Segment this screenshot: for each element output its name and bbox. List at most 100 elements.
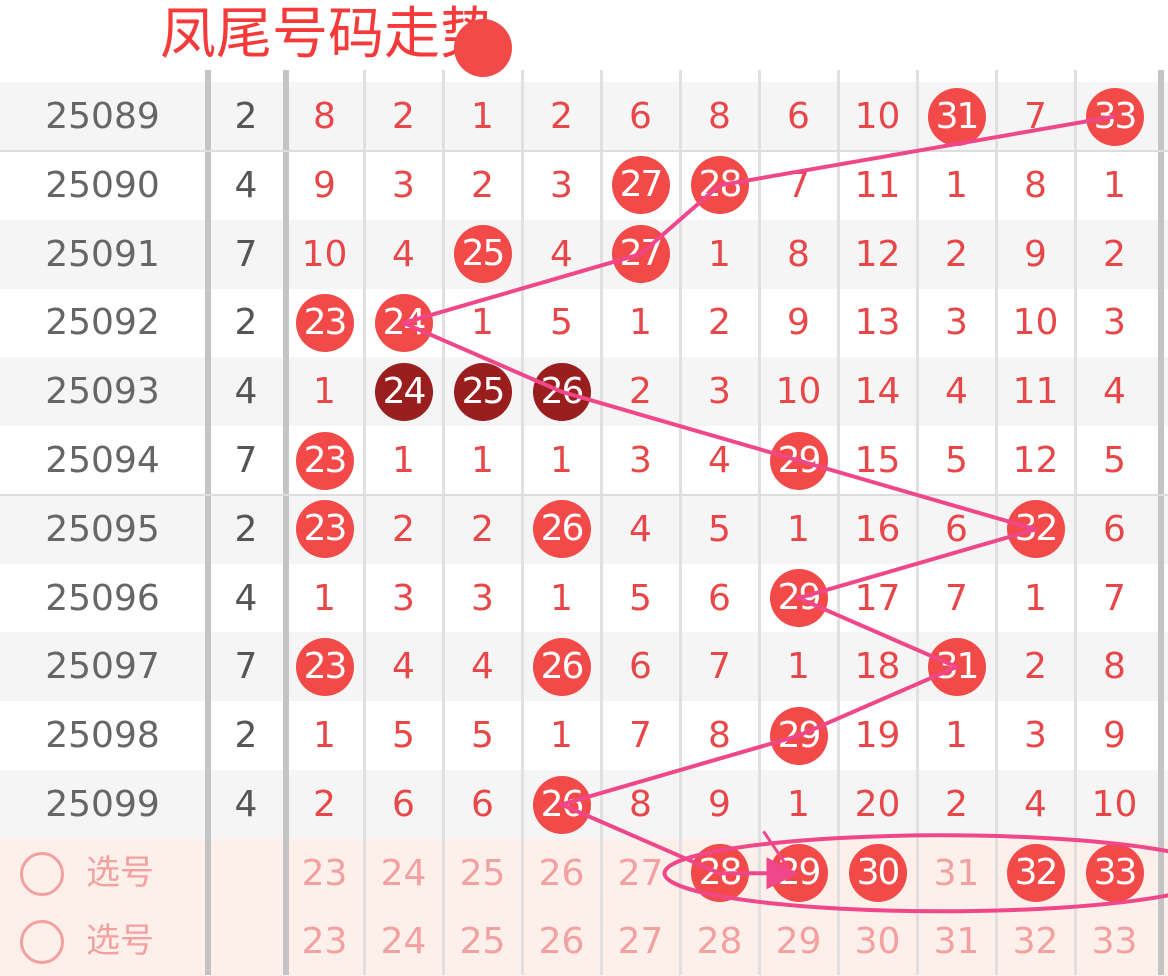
number-ball: 25: [454, 225, 512, 283]
column-divider: [1158, 70, 1164, 975]
table-cell: 29: [759, 564, 838, 633]
table-cell: 8: [285, 82, 364, 151]
column-divider: [916, 70, 919, 975]
table-cell: 6: [1075, 495, 1154, 564]
select-number[interactable]: 27: [601, 839, 680, 908]
select-number[interactable]: 29: [759, 839, 838, 908]
table-cell: 10: [759, 357, 838, 426]
selected-ball[interactable]: 29: [770, 844, 828, 902]
select-number[interactable]: 25: [443, 907, 522, 976]
table-cell: 32: [996, 495, 1075, 564]
table-cell: 1: [364, 426, 443, 495]
column-divider: [521, 70, 524, 975]
number-ball: 33: [1086, 88, 1144, 146]
select-number[interactable]: 29: [759, 907, 838, 976]
select-number[interactable]: 28: [680, 839, 759, 908]
table-cell: 31: [917, 82, 996, 151]
table-cell: 2: [601, 357, 680, 426]
select-number[interactable]: 28: [680, 907, 759, 976]
radio-button[interactable]: [20, 920, 64, 964]
table-cell: 17: [838, 564, 917, 633]
radio-button[interactable]: [20, 852, 64, 896]
column-divider: [837, 70, 840, 975]
select-number[interactable]: 32: [996, 839, 1075, 908]
select-number[interactable]: 23: [285, 839, 364, 908]
table-cell: 5: [917, 426, 996, 495]
table-cell: 1: [759, 632, 838, 701]
table-cell: 8: [996, 151, 1075, 220]
select-label[interactable]: 选号: [0, 839, 285, 908]
table-cell: 1: [759, 770, 838, 839]
select-number[interactable]: 31: [917, 907, 996, 976]
table-cell: 26: [522, 632, 601, 701]
select-number[interactable]: 23: [285, 907, 364, 976]
select-number[interactable]: 30: [838, 907, 917, 976]
table-cell: 2: [364, 495, 443, 564]
table-cell: 3: [364, 151, 443, 220]
table-cell: 26: [522, 770, 601, 839]
select-number[interactable]: 25: [443, 839, 522, 908]
table-cell: 1: [996, 564, 1075, 633]
select-number[interactable]: 27: [601, 907, 680, 976]
table-cell: 4: [522, 220, 601, 289]
table-cell: 7: [917, 564, 996, 633]
table-cell: 9: [285, 151, 364, 220]
table-cell: 1: [917, 151, 996, 220]
table-cell: 5: [522, 288, 601, 357]
select-number[interactable]: 24: [364, 839, 443, 908]
tail-sum: 4: [207, 357, 285, 426]
row-divider: [0, 150, 1168, 152]
select-number[interactable]: 30: [838, 839, 917, 908]
table-cell: 2: [443, 495, 522, 564]
issue-number: 25097: [0, 632, 205, 701]
table-cell: [443, 13, 522, 82]
select-number[interactable]: 24: [364, 907, 443, 976]
table-cell: 2: [1075, 220, 1154, 289]
tail-sum: 4: [207, 151, 285, 220]
number-ball: 26: [533, 363, 591, 421]
number-ball: 25: [454, 363, 512, 421]
table-cell: 8: [680, 701, 759, 770]
table-cell: 11: [996, 357, 1075, 426]
table-cell: 2: [680, 288, 759, 357]
column-divider: [679, 70, 682, 975]
select-number[interactable]: 26: [522, 907, 601, 976]
select-label[interactable]: 选号: [0, 907, 285, 976]
table-cell: 10: [996, 288, 1075, 357]
table-cell: 10: [838, 82, 917, 151]
selected-ball[interactable]: 30: [849, 844, 907, 902]
select-number[interactable]: 26: [522, 839, 601, 908]
number-ball: 31: [928, 88, 986, 146]
selected-ball[interactable]: 32: [1007, 844, 1065, 902]
table-cell: 23: [285, 495, 364, 564]
table-cell: 27: [601, 220, 680, 289]
selected-ball[interactable]: 33: [1086, 844, 1144, 902]
select-number[interactable]: 33: [1075, 839, 1154, 908]
table-cell: 2: [443, 151, 522, 220]
table-cell: 9: [759, 288, 838, 357]
table-cell: 6: [364, 770, 443, 839]
number-ball: 26: [533, 776, 591, 834]
table-cell: 7: [1075, 564, 1154, 633]
table-cell: 2: [364, 82, 443, 151]
table-cell: 10: [285, 220, 364, 289]
select-number[interactable]: 32: [996, 907, 1075, 976]
table-cell: 1: [443, 82, 522, 151]
table-cell: 29: [759, 426, 838, 495]
issue-number: 25089: [0, 82, 205, 151]
table-cell: 5: [680, 495, 759, 564]
table-cell: 12: [838, 220, 917, 289]
select-number[interactable]: 31: [917, 839, 996, 908]
table-cell: 3: [601, 426, 680, 495]
table-cell: 8: [759, 220, 838, 289]
select-number[interactable]: 33: [1075, 907, 1154, 976]
tail-sum: 7: [207, 220, 285, 289]
selected-ball[interactable]: 28: [691, 844, 749, 902]
table-cell: 2: [917, 770, 996, 839]
number-ball: [454, 19, 512, 77]
column-divider: [600, 70, 603, 975]
